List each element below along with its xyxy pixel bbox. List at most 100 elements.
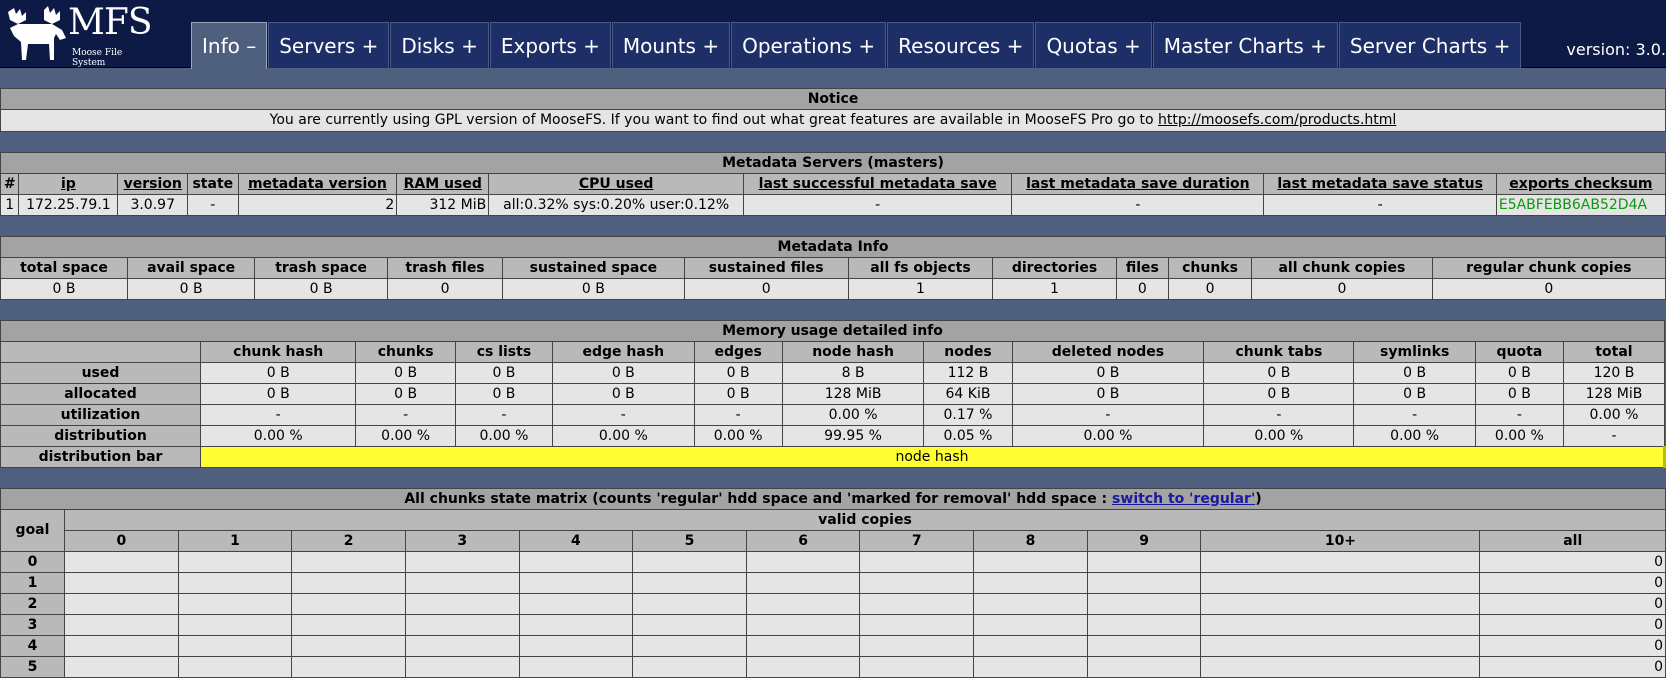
memory-cell: - (693, 404, 783, 426)
memory-cell: 0.05 % (923, 425, 1013, 447)
matrix-cell (745, 656, 861, 678)
col-ram-used[interactable]: RAM used (396, 173, 490, 195)
matrix-cell (859, 614, 975, 636)
tab-quotas[interactable]: Quotas + (1035, 22, 1152, 68)
col-trash-files: trash files (386, 257, 504, 279)
master-state: - (187, 194, 239, 216)
notice-table: Notice You are currently using GPL versi… (0, 88, 1666, 132)
memory-col-header: chunks (355, 341, 456, 363)
matrix-cell (404, 551, 520, 573)
memory-row-label: distribution (0, 425, 201, 447)
memory-cell: - (1562, 425, 1666, 447)
matrix-cell (1200, 572, 1481, 594)
memory-table: Memory usage detailed info chunk hash chu… (0, 320, 1666, 468)
matrix-all-cell: 0 (1479, 551, 1666, 573)
top-header: MFS Moose File System Info – Servers + D… (0, 0, 1666, 69)
matrix-cell (632, 614, 747, 636)
matrix-cell (64, 572, 179, 594)
matrix-cell (177, 656, 293, 678)
matrix-cell (64, 656, 179, 678)
memory-cell: 0.00 % (1474, 425, 1564, 447)
col-sustained-files: sustained files (683, 257, 849, 279)
tab-master-charts[interactable]: Master Charts + (1152, 22, 1338, 68)
memory-cell: 0 B (1011, 362, 1205, 384)
col-exports-checksum[interactable]: exports checksum (1495, 173, 1666, 195)
memory-title: Memory usage detailed info (0, 320, 1665, 342)
master-cpu-used: all:0.32% sys:0.20% user:0.12% (488, 194, 745, 216)
tab-server-charts[interactable]: Server Charts + (1338, 22, 1522, 68)
tab-servers[interactable]: Servers + (268, 22, 390, 68)
memory-cell: 0.00 % (1353, 425, 1476, 447)
memory-cell: 0.00 % (781, 404, 925, 426)
matrix-cell (859, 551, 975, 573)
valid-copies-col-header: 10+ (1200, 530, 1481, 552)
memory-cell: - (1474, 404, 1564, 426)
col-all-fs-objects: all fs objects (847, 257, 994, 279)
memory-cell: 0.00 % (552, 425, 695, 447)
col-metadata-version[interactable]: metadata version (237, 173, 398, 195)
metainfo-cell: 1 (847, 278, 994, 300)
matrix-cell (859, 593, 975, 615)
matrix-cell (973, 572, 1088, 594)
products-link[interactable]: http://moosefs.com/products.html (1157, 112, 1397, 128)
matrix-cell (1086, 635, 1202, 657)
tab-disks[interactable]: Disks + (390, 22, 489, 68)
tab-info[interactable]: Info – (191, 22, 268, 69)
goal-label: 3 (0, 614, 65, 636)
matrix-cell (177, 572, 293, 594)
col-save-status[interactable]: last metadata save status (1263, 173, 1497, 195)
memory-cell: 0 B (454, 362, 554, 384)
main-tabs: Info – Servers + Disks + Exports + Mount… (191, 22, 1522, 69)
matrix-cell (177, 551, 293, 573)
tab-mounts[interactable]: Mounts + (611, 22, 731, 68)
col-index: # (0, 173, 20, 195)
memory-cell: 0.00 % (1011, 425, 1205, 447)
master-save-status: - (1263, 194, 1497, 216)
tab-operations[interactable]: Operations + (731, 22, 887, 68)
matrix-cell (632, 572, 747, 594)
master-ram-used: 312 MiB (396, 194, 490, 216)
col-last-save[interactable]: last successful metadata save (743, 173, 1013, 195)
matrix-cell (1200, 593, 1481, 615)
memory-cell: - (1353, 404, 1476, 426)
memory-cell: 0 B (1353, 362, 1476, 384)
matrix-cell (404, 572, 520, 594)
col-save-duration[interactable]: last metadata save duration (1011, 173, 1265, 195)
memory-col-header: symlinks (1353, 341, 1476, 363)
tab-exports[interactable]: Exports + (489, 22, 611, 68)
matrix-all-cell: 0 (1479, 656, 1666, 678)
metainfo-cell: 1 (992, 278, 1117, 300)
matrix-cell (291, 572, 406, 594)
goal-label: 2 (0, 593, 65, 615)
col-ip[interactable]: ip (18, 173, 119, 195)
memory-col-header: deleted nodes (1011, 341, 1205, 363)
memory-cell: 0 B (199, 383, 357, 405)
matrix-cell (291, 656, 406, 678)
memory-cell: 0 B (1203, 362, 1355, 384)
matrix-cell (404, 656, 520, 678)
switch-regular-link[interactable]: switch to 'regular' (1112, 490, 1256, 507)
col-blank (0, 341, 201, 363)
matrix-cell (745, 551, 861, 573)
col-version[interactable]: version (117, 173, 189, 195)
memory-cell: 120 B (1562, 362, 1666, 384)
matrix-cell (973, 635, 1088, 657)
matrix-cell (1086, 656, 1202, 678)
distribution-bar-node-hash: node hash (200, 446, 1666, 468)
table-row: 1 172.25.79.1 3.0.97 - 2 312 MiB all:0.3… (0, 194, 1666, 216)
valid-copies-col-header: 6 (745, 530, 861, 552)
memory-cell: 128 MiB (781, 383, 925, 405)
mfs-logo[interactable]: MFS Moose File System (4, 2, 154, 68)
tab-resources[interactable]: Resources + (887, 22, 1035, 68)
memory-cell: - (355, 404, 456, 426)
matrix-cell (291, 593, 406, 615)
matrix-cell (518, 635, 634, 657)
col-cpu-used[interactable]: CPU used (488, 173, 745, 195)
matrix-cell (1200, 551, 1481, 573)
matrix-title: All chunks state matrix (counts 'regular… (0, 488, 1666, 510)
